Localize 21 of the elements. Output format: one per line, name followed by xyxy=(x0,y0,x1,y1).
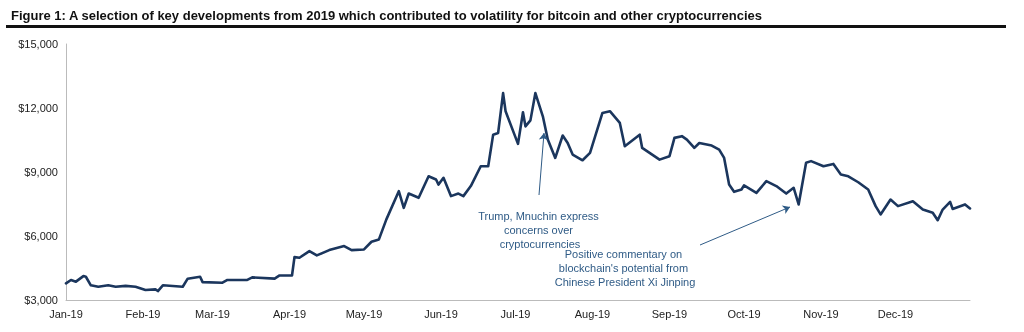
x-tick-label: Oct-19 xyxy=(727,307,761,320)
x-tick-label: Jan-19 xyxy=(49,307,83,320)
x-tick-label: Sep-19 xyxy=(651,307,688,320)
x-tick-label: Apr-19 xyxy=(273,307,307,320)
annotation: Positive commentary on blockchain's potential from Chinese President Xi Jinping xyxy=(554,248,696,288)
y-tick-label: $6,000 xyxy=(24,230,58,242)
x-tick-label: Aug-19 xyxy=(574,307,611,320)
annotation: Trump, Mnuchin express concerns over cryptocurrencies xyxy=(478,210,602,250)
y-tick-label: $12,000 xyxy=(18,102,58,114)
x-tick-label: Dec-19 xyxy=(877,307,914,320)
y-tick-label: $15,000 xyxy=(18,38,58,50)
x-tick-label: May-19 xyxy=(345,307,383,320)
y-tick-label: $3,000 xyxy=(24,294,58,306)
x-tick-label: Jul-19 xyxy=(500,307,531,320)
x-tick-label: Nov-19 xyxy=(803,307,839,320)
x-tick-label: Jun-19 xyxy=(424,307,458,320)
x-tick-label: Feb-19 xyxy=(125,307,161,320)
x-tick-label: Mar-19 xyxy=(195,307,230,320)
y-tick-label: $9,000 xyxy=(24,166,58,178)
line-series xyxy=(64,91,972,293)
chart-title: Figure 1: A selection of key developments from 2019 which contributed to volatility for bitcoin and other cryptocurrencies xyxy=(11,8,763,23)
